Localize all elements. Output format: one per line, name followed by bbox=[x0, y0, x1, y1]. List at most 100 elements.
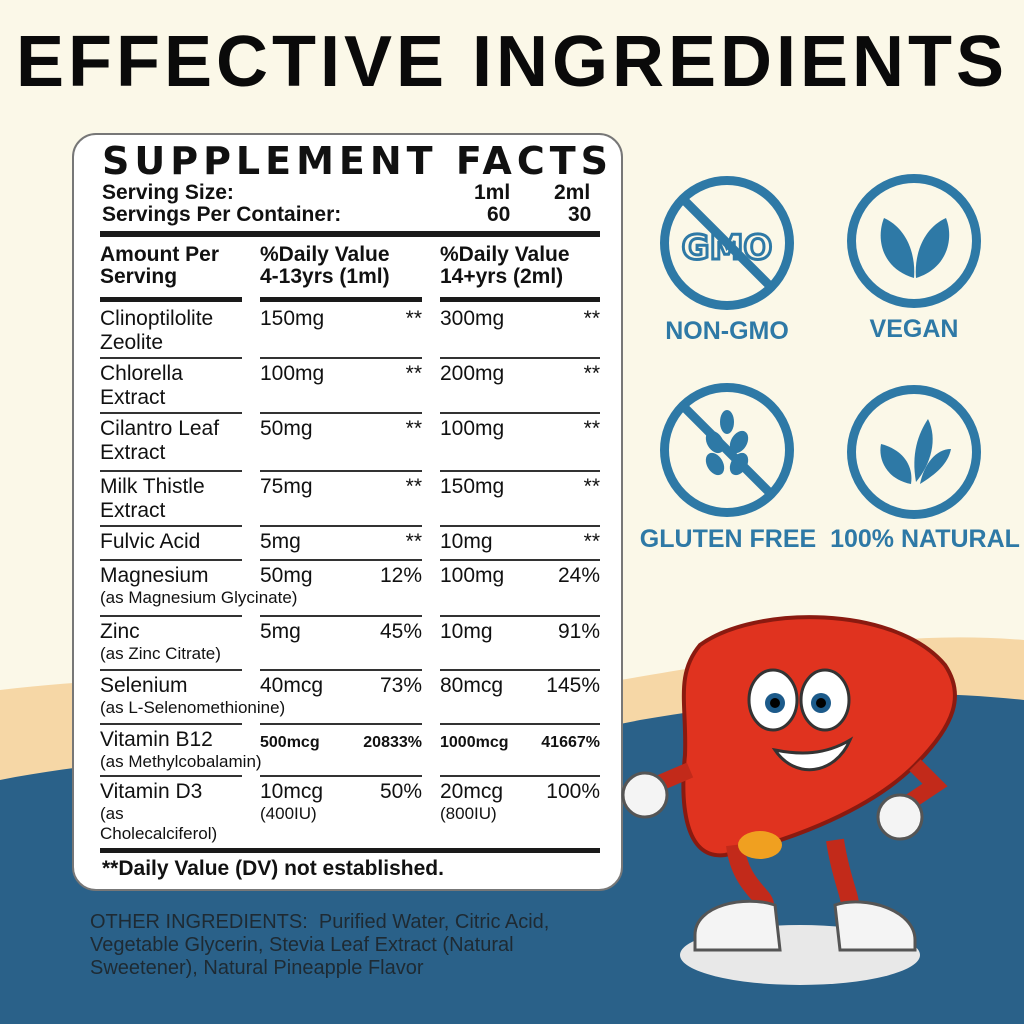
row-divider bbox=[100, 470, 242, 472]
row-divider bbox=[440, 615, 600, 617]
dv-1ml: ** bbox=[405, 417, 422, 440]
nutrient-name: Extract bbox=[100, 386, 166, 409]
vegan-badge bbox=[847, 174, 981, 308]
row-divider bbox=[100, 412, 242, 414]
divider bbox=[100, 231, 600, 237]
nutrient-name: Extract bbox=[100, 499, 166, 522]
non-gmo-badge: GMO bbox=[660, 176, 794, 310]
divider bbox=[100, 848, 600, 853]
natural-badge bbox=[847, 385, 981, 519]
row-divider bbox=[260, 775, 422, 777]
liver-mascot-illustration bbox=[621, 615, 957, 985]
amount-1ml: 75mg bbox=[260, 475, 313, 498]
row-divider bbox=[440, 357, 600, 359]
dv-1ml: 12% bbox=[379, 564, 422, 587]
row-divider bbox=[440, 470, 600, 472]
amount-2ml: 100mg bbox=[440, 564, 505, 587]
row-divider bbox=[440, 669, 600, 671]
row-divider bbox=[100, 775, 242, 777]
dv-1ml: ** bbox=[405, 475, 422, 498]
row-divider bbox=[260, 470, 422, 472]
dv-1ml: ** bbox=[405, 362, 422, 385]
amount-1ml-iu: (400IU) bbox=[260, 804, 317, 823]
nutrient-source: (as L-Selenomethionine) bbox=[100, 698, 286, 717]
supplement-facts-panel: SUPPLEMENT FACTS Serving Size: 1ml 2ml S… bbox=[72, 133, 623, 891]
other-ingredients-label: OTHER INGREDIENTS: bbox=[90, 911, 308, 933]
amount-2ml: 20mcg bbox=[440, 780, 504, 803]
amount-1ml: 100mg bbox=[260, 362, 325, 385]
dv-1ml: 20833% bbox=[363, 734, 422, 751]
row-divider bbox=[260, 615, 422, 617]
amount-1ml: 500mcg bbox=[260, 734, 320, 751]
dv-2ml: ** bbox=[583, 475, 600, 498]
row-divider bbox=[260, 669, 422, 671]
row-divider bbox=[100, 723, 242, 725]
amount-1ml: 10mcg bbox=[260, 780, 324, 803]
leaves-icon bbox=[880, 218, 950, 278]
nutrient-source: (as Cholecalciferol) bbox=[100, 804, 218, 843]
divider bbox=[440, 297, 600, 302]
amount-1ml: 50mg bbox=[260, 417, 313, 440]
no-wheat-icon bbox=[680, 403, 774, 497]
amount-1ml: 5mg bbox=[260, 530, 301, 553]
serving-size-2: 2ml bbox=[554, 181, 591, 204]
dv-2ml: 145% bbox=[546, 674, 600, 697]
row-divider bbox=[440, 559, 600, 561]
amount-2ml: 10mg bbox=[440, 530, 493, 553]
row-divider bbox=[100, 615, 242, 617]
dv-1ml: ** bbox=[405, 307, 422, 330]
nutrient-name: Milk Thistle bbox=[100, 475, 205, 498]
row-divider bbox=[260, 559, 422, 561]
gluten-free-badge bbox=[660, 383, 794, 517]
row-divider bbox=[440, 723, 600, 725]
dv-2ml: 100% bbox=[546, 780, 600, 803]
nutrient-name: Selenium bbox=[100, 674, 188, 697]
dv-1ml: 50% bbox=[379, 780, 422, 803]
row-divider bbox=[100, 525, 242, 527]
amount-2ml: 10mg bbox=[440, 620, 493, 643]
amount-2ml: 300mg bbox=[440, 307, 505, 330]
natural-label: 100% NATURAL bbox=[830, 525, 1020, 553]
row-divider bbox=[100, 669, 242, 671]
col-dv1-header: %Daily Value 4-13yrs (1ml) bbox=[260, 243, 390, 288]
amount-2ml-iu: (800IU) bbox=[440, 804, 497, 823]
dv-2ml: ** bbox=[583, 417, 600, 440]
page-title: EFFECTIVE INGREDIENTS bbox=[15, 22, 1009, 102]
amount-2ml: 200mg bbox=[440, 362, 505, 385]
nutrient-name: Extract bbox=[100, 441, 166, 464]
servings-2: 30 bbox=[568, 203, 592, 226]
nutrient-name: Vitamin D3 bbox=[100, 780, 203, 803]
divider bbox=[260, 297, 422, 302]
gluten-free-label: GLUTEN FREE bbox=[639, 525, 817, 553]
servings-1: 60 bbox=[487, 203, 511, 226]
facts-heading: SUPPLEMENT FACTS bbox=[102, 139, 614, 183]
no-gmo-icon: GMO bbox=[680, 196, 774, 290]
row-divider bbox=[260, 412, 422, 414]
serving-size-1: 1ml bbox=[474, 181, 511, 204]
serving-size-label: Serving Size: bbox=[102, 181, 234, 204]
nutrient-name: Magnesium bbox=[100, 564, 209, 587]
nutrient-name: Clinoptilolite bbox=[100, 307, 214, 330]
row-divider bbox=[100, 357, 242, 359]
nutrient-source: (as Magnesium Glycinate) bbox=[100, 588, 298, 607]
amount-2ml: 100mg bbox=[440, 417, 505, 440]
servings-label: Servings Per Container: bbox=[102, 203, 342, 226]
nutrient-source: (as Zinc Citrate) bbox=[100, 644, 221, 663]
dv-2ml: 41667% bbox=[541, 734, 600, 751]
footnote: **Daily Value (DV) not established. bbox=[102, 857, 444, 880]
dv-1ml: 73% bbox=[379, 674, 422, 697]
other-ingredients-text: Purified Water, Citric Acid, Vegetable G… bbox=[90, 911, 550, 979]
row-divider bbox=[440, 775, 600, 777]
nutrient-name: Zinc bbox=[100, 620, 140, 643]
row-divider bbox=[260, 525, 422, 527]
nutrient-source: (as Methylcobalamin) bbox=[100, 752, 262, 771]
amount-2ml: 80mcg bbox=[440, 674, 504, 697]
amount-1ml: 5mg bbox=[260, 620, 301, 643]
amount-1ml: 50mg bbox=[260, 564, 313, 587]
row-divider bbox=[100, 559, 242, 561]
dv-2ml: ** bbox=[583, 530, 600, 553]
col-amount-header: Amount Per Serving bbox=[100, 243, 220, 288]
amount-1ml: 150mg bbox=[260, 307, 325, 330]
dv-2ml: 24% bbox=[557, 564, 600, 587]
non-gmo-label: NON-GMO bbox=[665, 317, 789, 345]
